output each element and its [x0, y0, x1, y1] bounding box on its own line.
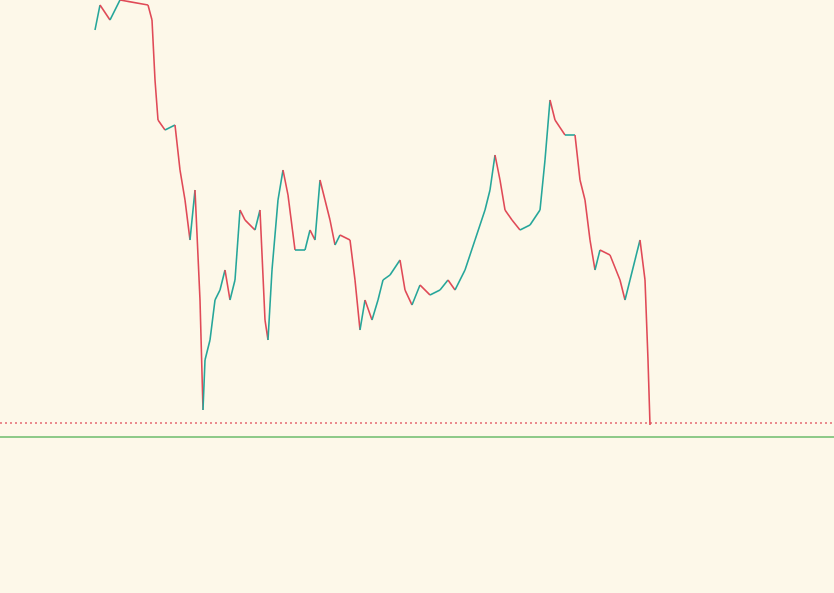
- price-segment: [429, 289, 441, 296]
- price-segment: [334, 234, 341, 246]
- price-segment: [499, 179, 506, 211]
- price-segment: [329, 219, 336, 246]
- price-segment: [584, 199, 591, 241]
- price-segment: [599, 249, 611, 256]
- price-segment: [254, 209, 261, 231]
- price-segment: [271, 199, 279, 271]
- price-segment: [474, 209, 486, 241]
- price-segment: [504, 209, 513, 221]
- price-segment: [204, 339, 211, 361]
- price-segment: [439, 279, 449, 291]
- price-segment: [174, 124, 181, 171]
- price-segment: [234, 209, 241, 281]
- price-segment: [354, 279, 361, 331]
- price-segment: [377, 279, 384, 301]
- price-segment: [539, 159, 546, 211]
- price-segment: [359, 299, 366, 331]
- price-segment: [314, 179, 321, 241]
- price-segment: [447, 279, 456, 291]
- price-segment: [277, 169, 284, 201]
- price-segment: [229, 279, 236, 301]
- price-segment: [219, 269, 226, 291]
- price-segment: [179, 169, 186, 201]
- price-segment: [189, 189, 196, 241]
- price-segment: [399, 259, 406, 291]
- price-segment: [244, 219, 256, 231]
- price-segment: [619, 279, 626, 301]
- price-segment: [99, 4, 111, 21]
- price-segment: [511, 219, 521, 231]
- price-segment: [544, 99, 551, 161]
- price-segment: [224, 269, 231, 301]
- price-segment: [339, 234, 351, 241]
- price-segment: [389, 259, 401, 276]
- price-segment: [419, 284, 431, 296]
- price-segment: [574, 134, 581, 181]
- price-segment: [184, 199, 191, 241]
- price-segment: [371, 299, 379, 321]
- price-segment: [494, 154, 501, 181]
- price-segment: [629, 259, 636, 281]
- price-segment: [634, 239, 641, 261]
- price-segment: [164, 124, 176, 131]
- price-segment: [364, 299, 373, 321]
- price-segment: [151, 19, 156, 81]
- price-segment: [349, 239, 356, 281]
- price-segment: [267, 269, 273, 341]
- price-segment: [647, 359, 651, 426]
- price-segment: [454, 269, 466, 291]
- price-segment: [579, 179, 586, 201]
- price-segment: [639, 239, 646, 281]
- price-segment: [529, 209, 541, 226]
- price-segment: [239, 209, 246, 221]
- price-segment: [609, 254, 621, 281]
- price-segment: [259, 209, 266, 321]
- price-segment: [282, 169, 289, 196]
- price-segment: [199, 299, 204, 411]
- price-segment: [287, 194, 296, 251]
- price-segment: [594, 249, 601, 271]
- price-segment: [549, 99, 556, 121]
- price-segment: [109, 0, 121, 21]
- price-segment: [94, 4, 101, 31]
- price-segment: [119, 0, 149, 6]
- price-segment: [214, 289, 221, 301]
- price-segment: [324, 199, 331, 221]
- price-segment: [147, 4, 153, 21]
- price-segment: [589, 239, 596, 271]
- price-segment: [319, 179, 326, 201]
- price-segment: [209, 299, 216, 341]
- price-segment: [519, 224, 531, 231]
- price-segment: [489, 154, 496, 191]
- price-segment: [644, 279, 649, 361]
- price-segment: [411, 284, 421, 306]
- price-segment: [194, 189, 201, 301]
- price-segment: [484, 189, 491, 211]
- price-segment: [382, 274, 391, 281]
- price-segment: [309, 229, 316, 241]
- price-segment: [464, 239, 476, 271]
- price-segment: [404, 289, 413, 306]
- price-segment: [624, 279, 631, 301]
- price-segment: [304, 229, 311, 251]
- price-segment: [154, 79, 159, 121]
- price-segment: [157, 119, 166, 131]
- price-segment: [554, 119, 566, 136]
- price-segment: [202, 359, 206, 411]
